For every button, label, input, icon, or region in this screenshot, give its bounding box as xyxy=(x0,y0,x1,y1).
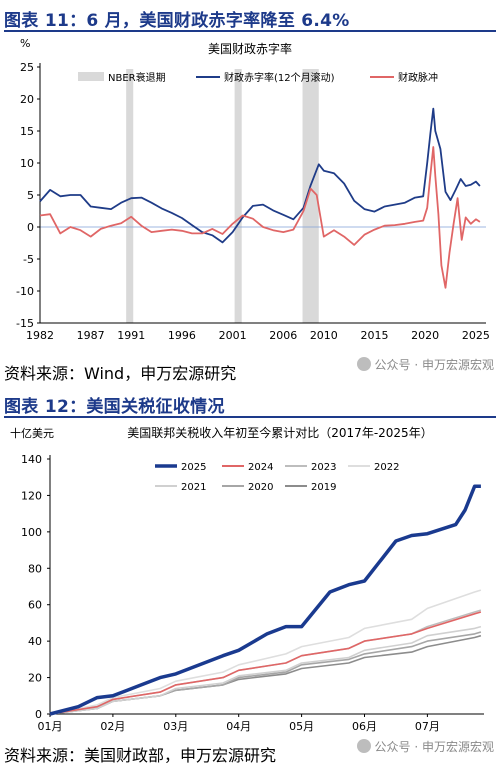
watermark-text: 公众号 · 申万宏源宏观 xyxy=(374,740,494,754)
legend-label: NBER衰退期 xyxy=(108,71,166,84)
legend-label: 2019 xyxy=(311,482,336,493)
y-tick-label: 0 xyxy=(35,708,42,721)
x-tick-label: 2025 xyxy=(462,329,490,342)
recession-band-0 xyxy=(126,69,134,323)
x-tick-label: 2001 xyxy=(219,329,247,342)
chart-title: 美国联邦关税收入年初至今累计对比（2017年-2025年） xyxy=(127,425,432,440)
y-tick-label: 120 xyxy=(21,489,42,502)
legend-label: 2022 xyxy=(374,462,399,473)
series-line-2022 xyxy=(49,589,482,715)
x-tick-label: 04月 xyxy=(226,720,251,733)
series-line-2024 xyxy=(49,611,482,715)
figure-11-source: 资料来源：Wind，申万宏源研究 xyxy=(4,364,237,383)
figure-12-watermark: 公众号 · 申万宏源宏观 xyxy=(356,738,494,755)
x-tick-label: 05月 xyxy=(289,720,314,733)
x-tick-label: 2020 xyxy=(411,329,439,342)
x-tick-label: 07月 xyxy=(415,720,440,733)
wechat-icon xyxy=(356,357,371,371)
recession-band-1 xyxy=(234,69,242,323)
figure-11-watermark: 公众号 · 申万宏源宏观 xyxy=(356,356,494,373)
y-tick-label: 20 xyxy=(20,93,34,106)
legend-label: 财政脉冲 xyxy=(398,71,438,84)
figure-12-rule xyxy=(4,416,496,418)
legend-label: 财政赤字率(12个月滚动) xyxy=(224,71,335,84)
y-tick-label: 15 xyxy=(20,125,34,138)
series-line-2025 xyxy=(49,484,481,716)
y-tick-label: 25 xyxy=(20,61,34,74)
x-tick-label: 02月 xyxy=(100,720,125,733)
figure-12-title: 图表 12：美国关税征收情况 xyxy=(4,397,225,417)
tariff-chart: 十亿美元 美国联邦关税收入年初至今累计对比（2017年-2025年） 0 20 40 60… xyxy=(10,425,484,733)
legend-label: 2023 xyxy=(311,462,336,473)
x-tick-label: 06月 xyxy=(352,720,377,733)
legend-label: 2024 xyxy=(248,462,273,473)
series-line-1 xyxy=(39,146,481,289)
y-tick-label: -10 xyxy=(16,285,34,298)
recession-band-2 xyxy=(302,69,319,323)
series-line-0 xyxy=(39,107,481,244)
figure-11-rule xyxy=(4,30,496,32)
legend-label: 2020 xyxy=(248,482,273,493)
x-tick-label: 2006 xyxy=(269,329,297,342)
y-tick-label: -15 xyxy=(16,317,34,330)
watermark-text: 公众号 · 申万宏源宏观 xyxy=(374,358,494,372)
y-tick-label: 80 xyxy=(28,562,42,575)
y-tick-label: 10 xyxy=(20,157,34,170)
y-axis-unit: 十亿美元 xyxy=(10,426,54,440)
x-tick-label: 2015 xyxy=(361,329,389,342)
y-tick-label: 60 xyxy=(28,599,42,612)
x-tick-label: 1987 xyxy=(77,329,105,342)
figure-12-source: 资料来源：美国财政部，申万宏源研究 xyxy=(4,746,277,765)
y-tick-label: 140 xyxy=(21,453,42,466)
x-tick-label: 1991 xyxy=(117,329,145,342)
y-tick-label: 5 xyxy=(27,189,34,202)
y-tick-label: 40 xyxy=(28,635,42,648)
series-line-2021 xyxy=(49,625,482,715)
y-axis-unit: % xyxy=(20,37,30,50)
x-tick-label: 1996 xyxy=(168,329,196,342)
chart-title: 美国财政赤字率 xyxy=(208,41,292,56)
legend-label: 2025 xyxy=(181,462,206,473)
y-tick-label: 20 xyxy=(28,672,42,685)
x-tick-label: 1982 xyxy=(26,329,54,342)
y-tick-label: 0 xyxy=(27,221,34,234)
figure-11-title: 图表 11：6 月，美国财政赤字率降至 6.4% xyxy=(4,11,350,31)
y-tick-label: 100 xyxy=(21,526,42,539)
x-tick-label: 2010 xyxy=(310,329,338,342)
legend-label: 2021 xyxy=(181,482,206,493)
x-tick-label: 03月 xyxy=(163,720,188,733)
x-tick-label: 01月 xyxy=(38,720,63,733)
wechat-icon xyxy=(356,739,371,753)
legend-swatch-recession xyxy=(78,72,104,81)
y-tick-label: -5 xyxy=(23,253,34,266)
